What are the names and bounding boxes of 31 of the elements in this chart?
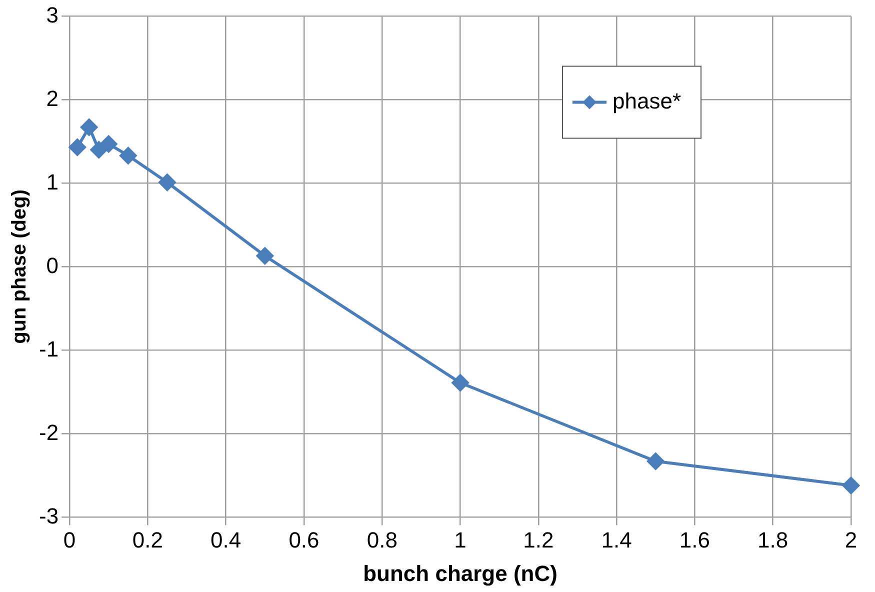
x-tick-label: 1.4 bbox=[601, 527, 632, 552]
y-tick-label: -3 bbox=[39, 503, 59, 528]
x-tick-label: 0.6 bbox=[288, 527, 320, 552]
x-tick-label: 0 bbox=[63, 527, 76, 552]
y-tick-label: 1 bbox=[46, 169, 59, 194]
y-axis-title: gun phase (deg) bbox=[8, 189, 31, 344]
point bbox=[80, 118, 98, 136]
y-tick-label: -1 bbox=[39, 336, 59, 362]
x-tick-label: 1.6 bbox=[679, 527, 710, 552]
x-axis-title: bunch charge (nC) bbox=[363, 560, 558, 586]
x-tick-label: 2 bbox=[844, 527, 858, 552]
y-tick-label: 3 bbox=[46, 2, 59, 28]
point bbox=[120, 147, 137, 164]
x-tick-label: 1.2 bbox=[523, 527, 554, 552]
y-tick-label: -2 bbox=[39, 420, 59, 445]
x-tick-label: 0.4 bbox=[210, 527, 242, 552]
legend-label: phase* bbox=[612, 88, 682, 114]
y-tick-label: 0 bbox=[46, 252, 59, 278]
x-tick-label: 0.8 bbox=[366, 527, 398, 552]
point bbox=[452, 374, 469, 392]
point bbox=[100, 135, 118, 152]
x-tick-label: 1 bbox=[454, 527, 466, 552]
point bbox=[68, 138, 86, 156]
point bbox=[647, 452, 664, 470]
x-tick-label: 0.2 bbox=[132, 527, 163, 552]
point bbox=[256, 247, 274, 264]
x-tick-label: 1.8 bbox=[758, 527, 788, 552]
point bbox=[90, 141, 108, 158]
point bbox=[842, 476, 860, 494]
point bbox=[158, 174, 176, 191]
y-tick-label: 2 bbox=[46, 86, 59, 111]
